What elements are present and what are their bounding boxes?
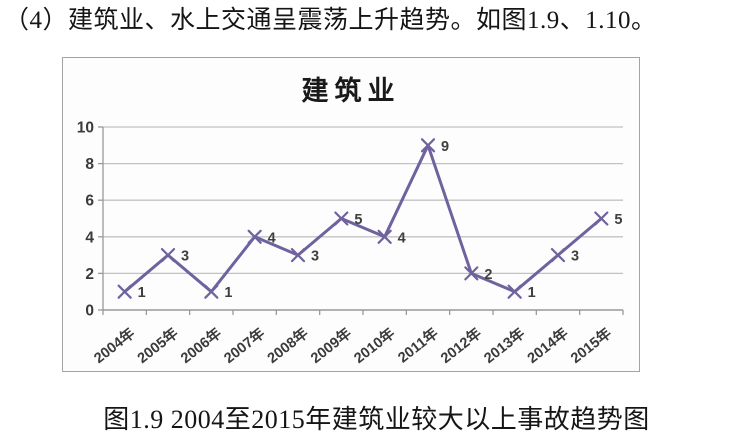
data-point-label: 4 (398, 230, 406, 246)
data-point-label: 3 (181, 249, 189, 265)
x-axis-label: 2011年 (394, 324, 442, 367)
x-axis-label: 2005年 (134, 324, 182, 367)
data-point-label: 3 (571, 249, 579, 265)
x-axis-label: 2007年 (220, 324, 268, 367)
x-axis-label: 2015年 (567, 324, 615, 367)
x-axis-label: 2010年 (350, 324, 398, 367)
data-point-marker (507, 284, 522, 299)
intro-text: （4）建筑业、水上交通呈震荡上升趋势。如图1.9、1.10。 (4, 7, 657, 34)
x-axis-label: 2004年 (90, 324, 138, 367)
y-axis-label: 10 (77, 120, 94, 137)
data-point-marker (117, 284, 132, 299)
data-point-label: 2 (484, 267, 492, 283)
chart-title: 建筑业 (301, 76, 401, 107)
y-axis-label: 0 (85, 303, 94, 320)
data-point-label: 1 (138, 285, 146, 301)
y-axis-label: 4 (85, 229, 94, 246)
data-point-label: 9 (441, 139, 449, 155)
y-axis-label: 8 (85, 156, 94, 173)
data-point-marker (204, 284, 219, 299)
data-point-marker (420, 138, 436, 153)
data-point-marker (377, 229, 392, 244)
x-axis-label: 2012年 (437, 324, 485, 367)
data-point-marker (594, 211, 609, 226)
series-line (123, 143, 603, 294)
x-axis-label: 2008年 (264, 324, 312, 367)
x-axis-label: 2006年 (177, 324, 225, 367)
data-point-label: 5 (614, 212, 622, 228)
data-point-label: 5 (354, 212, 362, 228)
data-point-label: 1 (224, 285, 232, 301)
y-axis-label: 6 (85, 193, 94, 210)
data-point-marker (334, 211, 349, 226)
data-point-marker (247, 229, 262, 244)
line-chart-canvas: 02468102004年2005年2006年2007年2008年2009年201… (77, 120, 624, 367)
data-point-marker (160, 248, 176, 263)
x-axis-label: 2014年 (524, 324, 572, 367)
data-point-marker (550, 248, 566, 263)
data-point-label: 3 (311, 249, 319, 265)
data-point-label: 4 (268, 230, 276, 246)
data-point-marker (290, 248, 306, 263)
x-axis-label: 2013年 (480, 324, 528, 367)
x-axis-label: 2009年 (307, 324, 355, 367)
construction-industry-chart: 建筑业 0 2 4 6 8 10 2004年 2005年 2006年 2007年 2008年 2009… (62, 57, 640, 372)
data-point-marker (464, 266, 479, 281)
data-point-label: 1 (528, 285, 536, 301)
figure-caption: 图1.9 2004至2015年建筑业较大以上事故趋势图 (103, 405, 650, 434)
y-axis-label: 2 (85, 266, 94, 283)
